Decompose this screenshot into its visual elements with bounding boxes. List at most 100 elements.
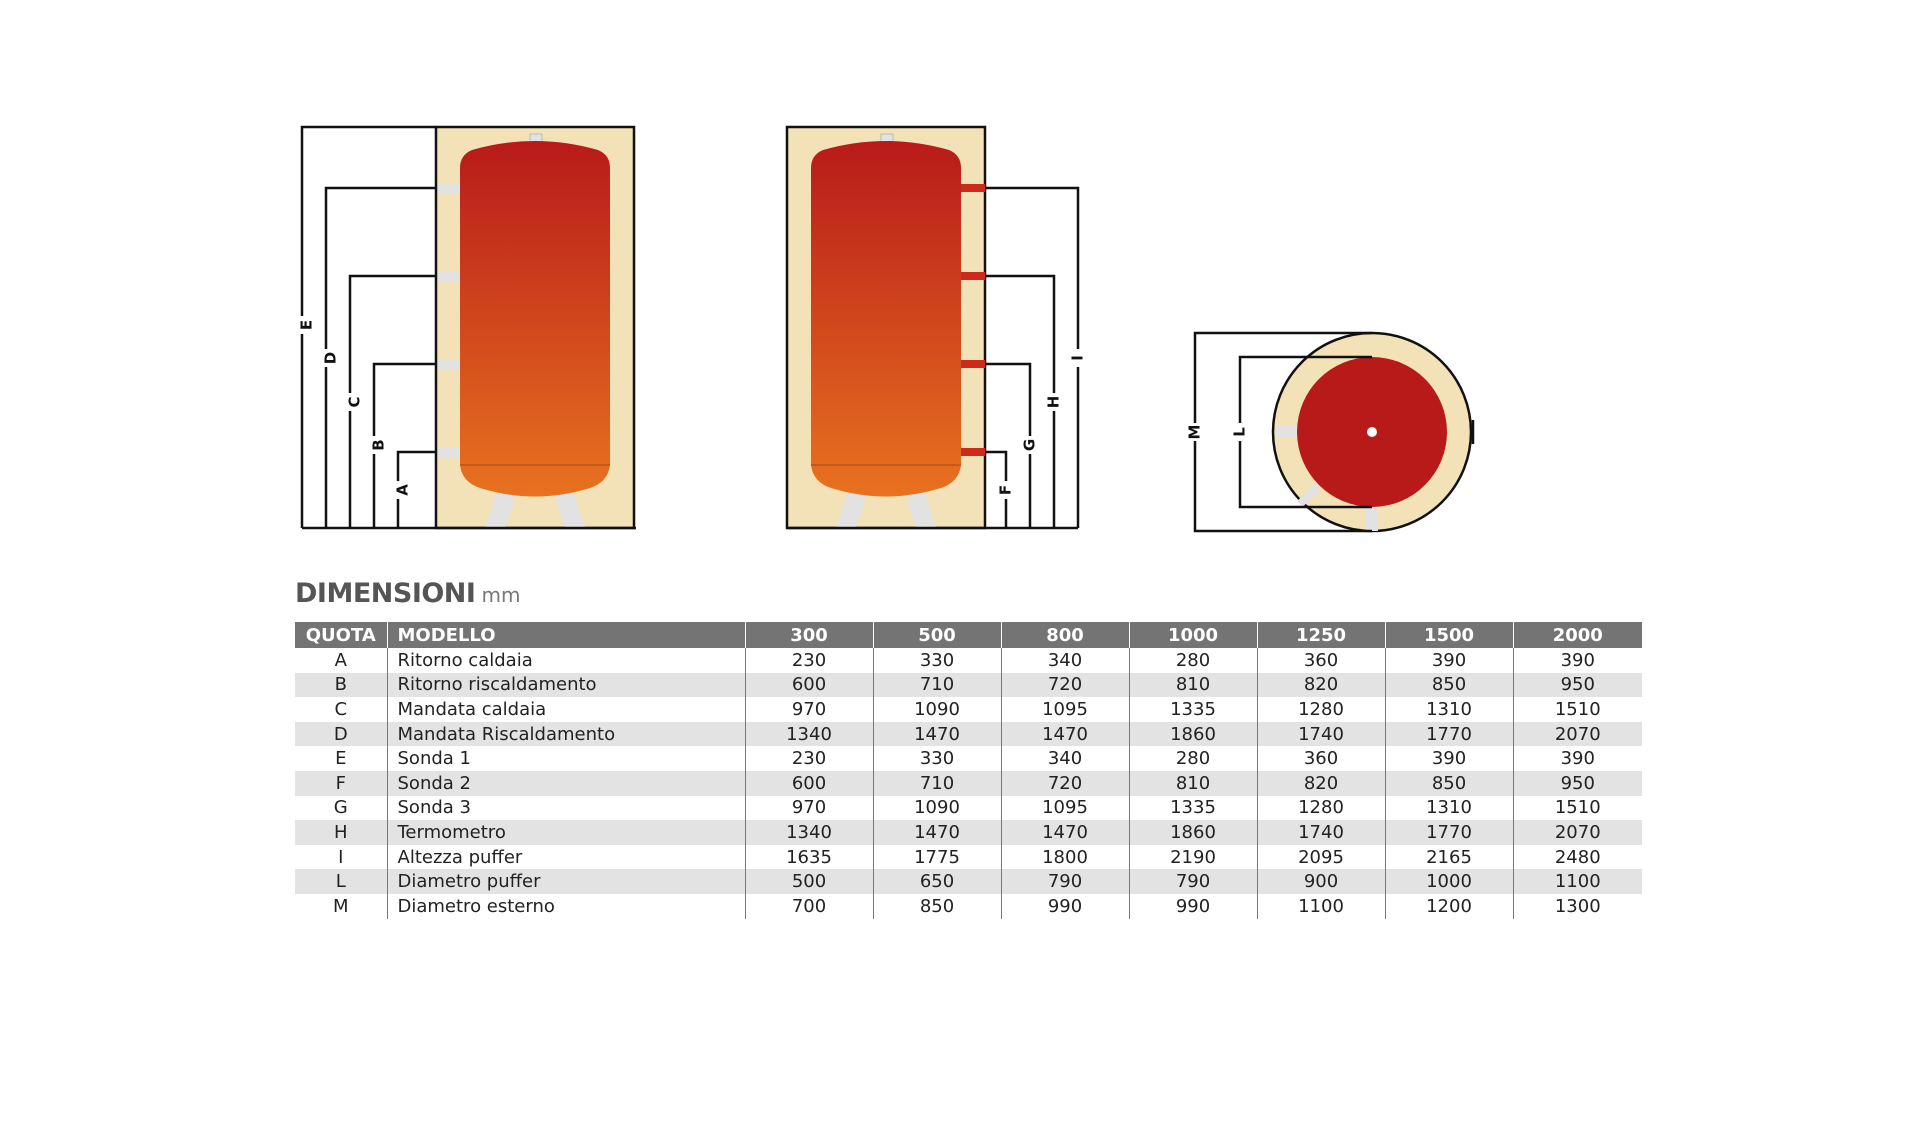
front-connection-c [438,271,460,281]
value-cell: 1310 [1384,795,1513,821]
table-row: H Termometro 1340 1470 1470 1860 1740 1770 2070 [295,820,1642,845]
table-row: C Mandata caldaia 970 1090 1095 1335 1280 1310 1… [295,697,1642,722]
front-view: E D C B A [294,125,636,530]
dim-label-d: D [322,352,340,364]
value-cell: 810 [1128,770,1257,796]
dimensions-table: QUOTA MODELLO 300 500 800 1000 1250 1500… [295,622,1642,919]
front-connection-b [438,359,460,369]
top-view: M L [1186,331,1475,533]
value-cell: 2165 [1384,844,1513,870]
value-cell: 1000 [1384,869,1513,894]
dim-label-f: F [997,485,1015,495]
value-cell: 710 [872,770,1001,796]
dim-line-d [324,186,436,528]
value-cell: 1470 [1000,721,1129,747]
value-cell: 1100 [1256,893,1385,919]
value-cell: 360 [1256,648,1385,673]
description-cell: Mandata Riscaldamento [386,721,745,747]
value-cell: 1280 [1256,795,1385,821]
dimensions-title: DIMENSIONI [295,578,476,609]
dim-label-l: L [1231,427,1249,437]
dim-line-i [985,186,1080,528]
description-cell: Altezza puffer [386,844,745,870]
dim-label-c: C [346,396,364,407]
value-cell: 900 [1256,869,1385,894]
value-cell: 1510 [1512,795,1642,821]
dim-line-c [348,274,436,528]
value-cell: 950 [1512,672,1642,698]
header-model: 1250 [1256,622,1385,648]
value-cell: 850 [1384,770,1513,796]
value-cell: 390 [1384,746,1513,771]
value-cell: 820 [1256,770,1385,796]
quota-cell: A [334,649,347,671]
side-connection-g [961,360,985,368]
dim-label-b: B [370,439,388,450]
value-cell: 390 [1384,648,1513,673]
value-cell: 1340 [744,721,873,747]
top-connection-bottom [1366,507,1378,531]
table-row: E Sonda 1 230 330 340 280 360 390 390 [295,746,1642,771]
description-cell: Termometro [386,820,745,845]
dim-line-f [985,450,1008,528]
value-cell: 950 [1512,770,1642,796]
value-cell: 1510 [1512,697,1642,722]
quota-cell: H [295,820,387,845]
quota-cell: G [333,797,348,819]
value-cell: 1860 [1128,820,1257,845]
table-body: A Ritorno caldaia 230 330 340 280 360 390 390 B Ri… [295,648,1642,919]
value-cell: 390 [1512,746,1642,771]
description-cell: Mandata caldaia [386,697,745,722]
description-cell: Diametro esterno [386,893,745,919]
value-cell: 1740 [1256,820,1385,845]
dim-line-e [300,125,436,528]
side-connection-i [961,184,985,192]
value-cell: 2070 [1512,721,1642,747]
header-modello: MODELLO [386,622,745,648]
dim-label-a: A [394,484,412,496]
description-cell: Sonda 2 [386,770,745,796]
value-cell: 990 [1000,893,1129,919]
value-cell: 1100 [1512,869,1642,894]
side-view: F G H I [785,125,1087,530]
value-cell: 1090 [872,697,1001,722]
top-connection-left [1275,426,1297,438]
value-cell: 790 [1000,869,1129,894]
value-cell: 1095 [1000,697,1129,722]
value-cell: 1635 [744,844,873,870]
value-cell: 2190 [1128,844,1257,870]
value-cell: 390 [1512,648,1642,673]
value-cell: 600 [744,770,873,796]
value-cell: 700 [744,893,873,919]
value-cell: 650 [872,869,1001,894]
dim-label-m: M [1186,425,1204,440]
table-row: B Ritorno riscaldamento 600 710 720 810 820 850… [295,672,1642,698]
front-leg-left [485,488,518,528]
value-cell: 850 [1384,672,1513,698]
value-cell: 360 [1256,746,1385,771]
front-leg-right [552,488,585,528]
value-cell: 1860 [1128,721,1257,747]
value-cell: 230 [744,746,873,771]
dim-label-i: I [1069,355,1087,361]
value-cell: 820 [1256,672,1385,698]
dim-line-h [985,274,1056,528]
value-cell: 1770 [1384,820,1513,845]
value-cell: 600 [744,672,873,698]
table-row: I Altezza puffer 1635 1775 1800 2190 2095 2165 2… [295,844,1642,870]
header-model: 300 [744,622,873,648]
value-cell: 330 [872,746,1001,771]
dimensions-unit: mm [481,583,521,607]
value-cell: 1335 [1128,795,1257,821]
description-cell: Sonda 1 [386,746,745,771]
quota-cell: C [334,698,348,720]
description-cell: Ritorno riscaldamento [386,672,745,698]
value-cell: 1740 [1256,721,1385,747]
front-connection-d [438,183,460,193]
table-row: L Diametro puffer 500 650 790 790 900 1000 1100 [295,869,1642,894]
value-cell: 1775 [872,844,1001,870]
side-connection-f [961,448,985,456]
dim-label-h: H [1045,396,1063,409]
value-cell: 1280 [1256,697,1385,722]
side-tank [811,141,961,497]
